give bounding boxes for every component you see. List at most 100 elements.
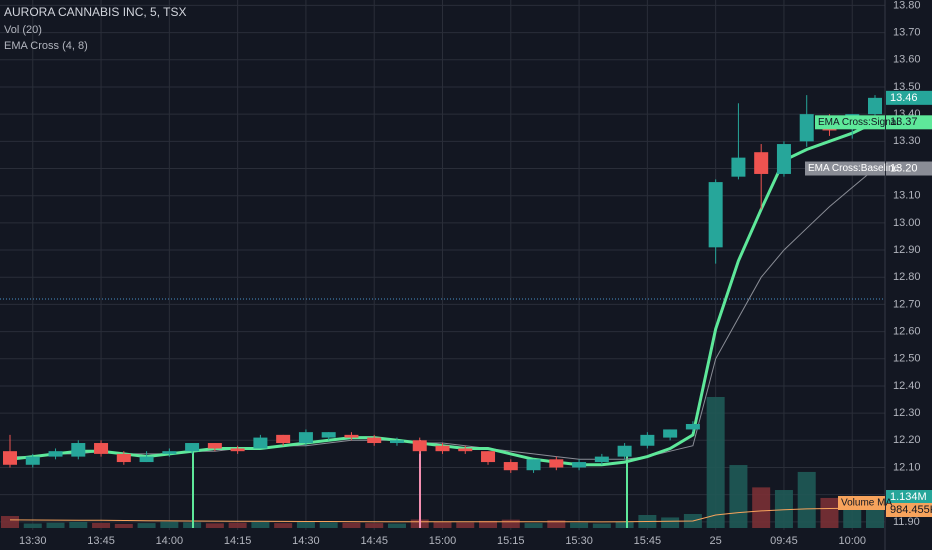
- volume-bar: [820, 497, 839, 528]
- y-tick-label: 11.90: [893, 516, 920, 528]
- x-tick-label: 14:30: [292, 535, 320, 547]
- y-tick-label: 12.50: [893, 353, 921, 365]
- volume-bar: [387, 523, 406, 528]
- y-tick-label: 13.70: [893, 27, 921, 39]
- candle-body: [663, 429, 678, 438]
- volume-bar: [547, 520, 566, 528]
- x-tick-label: 10:00: [838, 535, 866, 547]
- x-tick-label: 09:45: [770, 535, 798, 547]
- volume-bar: [456, 522, 475, 528]
- candle-body: [731, 157, 746, 177]
- candle-body: [799, 114, 814, 142]
- volume-bar: [205, 523, 224, 528]
- volume-bar: [615, 521, 634, 528]
- volume-bar: [1, 516, 19, 528]
- candle-body: [162, 451, 177, 454]
- volume-bar: [661, 517, 680, 528]
- volume-tag: 1.134M: [890, 491, 927, 503]
- y-tick-label: 12.30: [893, 407, 921, 419]
- volume-bar: [433, 521, 452, 528]
- volume-bar: [501, 519, 520, 528]
- candle-body: [253, 437, 268, 449]
- volume-bar: [137, 523, 156, 528]
- volume-ma-tag-bg: [886, 503, 932, 517]
- volume-bar: [296, 521, 315, 528]
- y-tick-label: 13.10: [893, 190, 921, 202]
- x-tick-label: 14:45: [360, 535, 388, 547]
- signal-name-bg: [815, 115, 885, 130]
- x-tick-label: 13:30: [19, 535, 47, 547]
- last-price-tag-bg: [886, 90, 932, 105]
- volume-bar: [570, 522, 589, 528]
- candle-body: [412, 440, 427, 452]
- volume-bar: [46, 522, 65, 528]
- candle-body: [503, 462, 518, 471]
- volume-bar: [251, 521, 270, 528]
- indicator-title: Vol (20): [4, 24, 42, 36]
- y-tick-label: 12.90: [893, 244, 921, 256]
- y-tick-label: 12.80: [893, 271, 921, 283]
- candle-body: [367, 437, 382, 444]
- y-tick-label: 13.30: [893, 135, 921, 147]
- y-tick-label: 13.80: [893, 0, 921, 11]
- volume-bar: [592, 523, 611, 528]
- volume-ma-name-bg: [838, 496, 885, 510]
- signal-tag-bg: [886, 115, 932, 130]
- y-tick-label: 12.70: [893, 298, 921, 310]
- y-tick-label: 12.10: [893, 461, 921, 473]
- volume-bar: [752, 487, 771, 528]
- x-tick-label: 15:00: [429, 535, 457, 547]
- volume-bar: [479, 520, 498, 528]
- baseline-name: EMA Cross:Baseline: [808, 163, 900, 174]
- x-tick-label: 14:15: [224, 535, 252, 547]
- signal-name: EMA Cross:Signal: [818, 117, 899, 128]
- candle-body: [185, 443, 200, 452]
- candle-body: [116, 453, 131, 463]
- candle-body: [207, 443, 222, 449]
- volume-bar: [92, 522, 111, 528]
- candle-body: [389, 440, 404, 444]
- candle-body: [526, 459, 541, 471]
- x-tick-label: 25: [710, 535, 722, 547]
- y-tick-label: 13.50: [893, 81, 921, 93]
- volume-bar: [114, 523, 133, 528]
- candle-body: [594, 456, 609, 463]
- candle-body: [344, 434, 359, 438]
- candle-body: [549, 459, 564, 468]
- candle-body: [458, 448, 473, 452]
- axis-labels: 11.9012.0012.1012.2012.3012.4012.5012.60…: [19, 0, 932, 547]
- candle-body: [868, 97, 882, 115]
- x-tick-label: 13:45: [87, 535, 115, 547]
- x-tick-label: 15:30: [565, 535, 593, 547]
- price-pane: [0, 95, 885, 473]
- candle-body: [25, 456, 40, 465]
- x-tick-label: 15:15: [497, 535, 525, 547]
- volume-ma-line: [9, 507, 876, 523]
- candle-body: [94, 443, 109, 454]
- volume-bar: [69, 521, 88, 528]
- y-tick-label: 12.60: [893, 325, 921, 337]
- volume-bar: [342, 522, 361, 528]
- candle-body: [685, 424, 700, 430]
- candle-body: [139, 456, 154, 463]
- candle-body: [754, 152, 769, 174]
- last-price-tag: 13.46: [890, 92, 918, 104]
- candle-body: [3, 451, 17, 465]
- chart-title: AURORA CANNABIS INC, 5, TSX: [4, 5, 187, 19]
- volume-bar: [160, 521, 179, 528]
- candle-body: [298, 432, 313, 444]
- signal-tag: 13.37: [890, 116, 918, 128]
- volume-bar: [729, 465, 748, 528]
- candle-body: [776, 144, 791, 174]
- candle-body: [276, 434, 291, 444]
- candle-body: [71, 443, 86, 457]
- volume-bar: [365, 523, 384, 528]
- ema-line: [10, 168, 876, 460]
- candle-body: [230, 448, 245, 452]
- volume-bar: [866, 504, 884, 528]
- y-tick-label: 12.20: [893, 434, 921, 446]
- candle-body: [617, 445, 632, 457]
- candle-body: [48, 451, 63, 457]
- grid: [0, 0, 885, 530]
